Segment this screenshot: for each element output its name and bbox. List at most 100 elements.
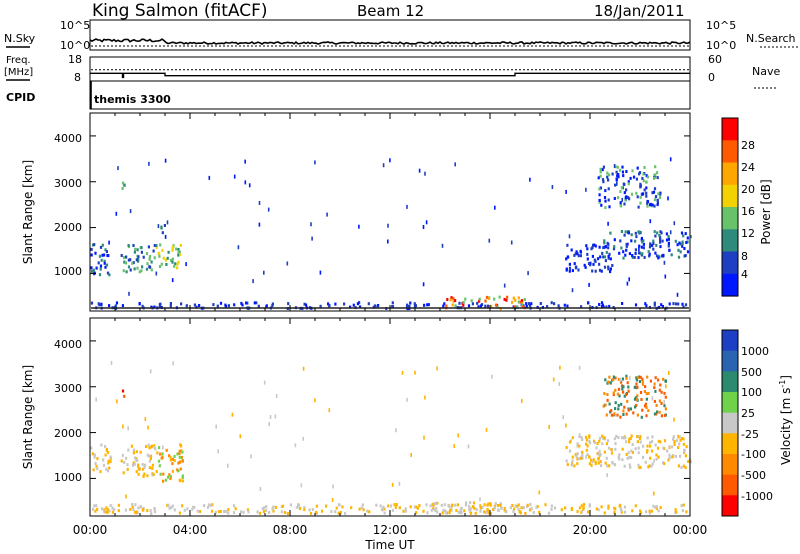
colorbar-swatch (722, 207, 738, 230)
data-cell (426, 511, 429, 515)
data-cell (679, 250, 682, 254)
data-cell (653, 187, 657, 191)
data-cell (655, 254, 659, 258)
data-cell (132, 448, 136, 452)
data-cell (663, 413, 667, 417)
data-cell (659, 230, 662, 234)
data-cell (272, 505, 275, 509)
data-cell (422, 509, 425, 513)
data-cell (108, 240, 110, 245)
data-cell (617, 455, 620, 459)
noise-tick-right-top: 10^5 (706, 19, 736, 32)
xtick-0400: 04:00 (173, 523, 208, 537)
data-cell (192, 505, 195, 509)
data-cell (393, 503, 396, 507)
data-cell (479, 497, 481, 502)
data-cell (619, 507, 622, 511)
data-cell (460, 510, 463, 514)
data-cell (654, 505, 657, 509)
data-cell (350, 506, 353, 510)
data-cell (677, 302, 680, 306)
data-cell (265, 505, 268, 509)
data-cell (493, 297, 496, 301)
data-cell (147, 425, 149, 430)
data-cell (668, 444, 671, 449)
data-cell (155, 245, 158, 249)
data-cell (628, 252, 631, 256)
data-cell (653, 301, 656, 305)
data-cell (655, 505, 658, 509)
data-cell (142, 507, 145, 511)
colorbar-swatch (722, 251, 738, 275)
data-cell (630, 449, 633, 453)
data-cell (579, 249, 582, 253)
power-ytick-1000: 1000 (54, 265, 82, 278)
data-cell (605, 442, 608, 446)
data-cell (598, 439, 601, 443)
data-cell (641, 455, 645, 459)
data-cell (173, 508, 176, 512)
data-cell (641, 377, 644, 381)
data-cell (99, 267, 102, 271)
data-cell (105, 467, 108, 471)
data-cell (250, 454, 252, 459)
data-cell (610, 448, 613, 451)
data-cell (300, 483, 303, 488)
data-cell (680, 231, 684, 235)
data-cell (662, 253, 665, 257)
data-cell (106, 271, 110, 275)
data-cell (663, 399, 665, 404)
data-cell (258, 511, 262, 515)
data-cell (483, 503, 486, 507)
data-cell (248, 183, 251, 188)
data-cell (165, 263, 168, 266)
data-cell (638, 380, 641, 383)
data-cell (177, 250, 180, 254)
data-cell (424, 395, 426, 400)
data-cell (689, 235, 692, 239)
data-cell (686, 250, 690, 254)
data-cell (280, 510, 283, 514)
data-cell (609, 231, 612, 235)
data-cell (479, 506, 482, 510)
data-cell (149, 509, 152, 512)
data-cell (470, 299, 473, 303)
data-cell (599, 167, 602, 171)
data-cell (451, 303, 454, 307)
data-cell (632, 175, 636, 179)
data-cell (629, 465, 632, 469)
data-cell (605, 250, 608, 254)
data-cell (629, 407, 632, 411)
nave-tick-top: 60 (708, 53, 722, 66)
data-cell (153, 244, 156, 247)
data-cell (169, 475, 172, 479)
data-cell (625, 188, 628, 192)
data-cell (467, 304, 471, 308)
data-cell (311, 236, 313, 241)
data-cell (150, 512, 153, 516)
data-cell (673, 440, 676, 444)
data-cell (457, 433, 459, 438)
data-cell (606, 175, 609, 179)
data-cell (402, 509, 405, 513)
data-cell (362, 508, 365, 512)
data-cell (296, 505, 299, 509)
data-cell (129, 209, 132, 214)
data-cell (658, 388, 661, 392)
data-cell (233, 504, 236, 508)
data-cell (607, 198, 610, 202)
data-cell (448, 511, 451, 515)
data-cell (95, 504, 98, 508)
data-cell (612, 378, 615, 382)
data-cell (657, 254, 660, 258)
data-cell (394, 505, 397, 509)
data-cell (100, 302, 103, 306)
data-cell (599, 170, 602, 174)
data-cell (579, 254, 582, 258)
data-cell (588, 462, 591, 466)
data-cell (167, 250, 170, 254)
data-cell (683, 247, 686, 250)
data-cell (645, 180, 648, 184)
data-cell (638, 437, 641, 441)
data-cell (649, 242, 652, 246)
